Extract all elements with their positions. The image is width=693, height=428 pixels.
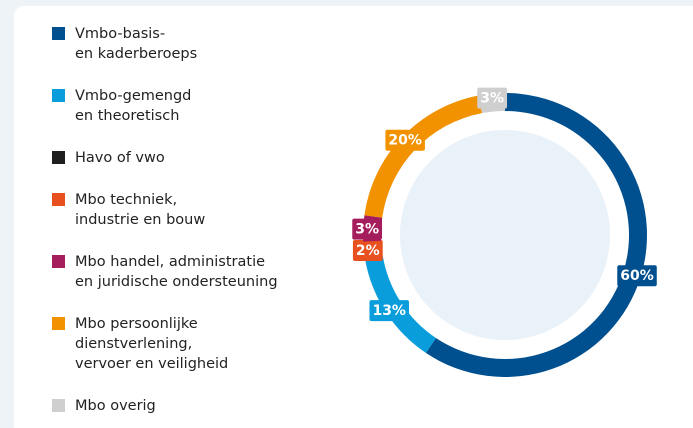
- legend-label: Mbo overig: [75, 398, 156, 414]
- legend-item: Vmbo-gemengd en theoretisch: [52, 86, 278, 126]
- data-label: 60%: [620, 268, 654, 284]
- legend-item: Mbo handel, administratie en juridische …: [52, 252, 278, 292]
- data-label: 20%: [388, 133, 422, 149]
- legend-swatch: [52, 27, 65, 40]
- legend-label: Havo of vwo: [75, 150, 165, 166]
- data-label-box: [477, 87, 508, 109]
- legend: Vmbo-basis- en kaderberoeps Vmbo-gemengd …: [52, 24, 278, 416]
- data-label-group: 20%: [385, 129, 425, 151]
- legend-swatch: [52, 399, 65, 412]
- legend-swatch: [52, 151, 65, 164]
- legend-item: Mbo techniek, industrie en bouw: [52, 190, 278, 230]
- legend-label: Vmbo-gemengd en theoretisch: [75, 88, 192, 124]
- data-label-group: 3%: [352, 218, 383, 240]
- data-label: 3%: [355, 222, 379, 238]
- legend-swatch: [52, 317, 65, 330]
- legend-label: Mbo techniek, industrie en bouw: [75, 192, 206, 228]
- legend-item: Mbo persoonlijke dienstverlening, vervoe…: [52, 314, 278, 374]
- inner-circle: [400, 130, 610, 340]
- legend-swatch: [52, 193, 65, 206]
- legend-item: Havo of vwo: [52, 148, 278, 168]
- data-label-box: [369, 300, 409, 322]
- legend-label: Mbo handel, administratie en juridische …: [75, 254, 278, 290]
- data-label: 2%: [356, 243, 380, 259]
- legend-label: Vmbo-basis- en kaderberoeps: [75, 26, 198, 62]
- data-label-group: 2%: [352, 239, 383, 261]
- legend-item: Mbo overig: [52, 396, 278, 416]
- legend-label: Mbo persoonlijke dienstverlening, vervoe…: [75, 316, 229, 372]
- data-label: 3%: [480, 91, 504, 107]
- data-label-box: [385, 129, 425, 151]
- legend-item: Vmbo-basis- en kaderberoeps: [52, 24, 278, 64]
- donut-segment: [364, 95, 482, 218]
- data-label-box: [617, 265, 657, 287]
- data-label-box: [352, 239, 383, 261]
- data-label-group: 3%: [477, 87, 508, 109]
- data-label-group: 60%: [617, 265, 657, 287]
- legend-swatch: [52, 89, 65, 102]
- data-label-box: [352, 218, 383, 240]
- legend-swatch: [52, 255, 65, 268]
- data-label-group: 13%: [369, 300, 409, 322]
- donut-segment: [425, 93, 648, 377]
- data-label: 13%: [372, 303, 406, 319]
